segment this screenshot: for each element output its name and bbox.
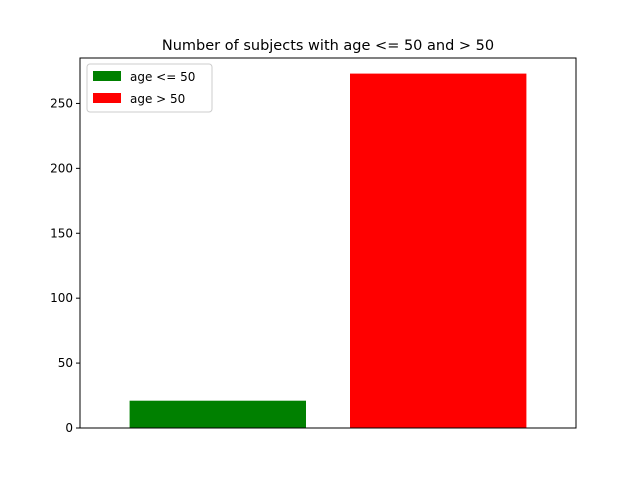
y-tick-label: 100 [50,291,73,305]
bar-age-gt-50 [350,73,527,428]
legend: age <= 50 age > 50 [86,63,213,113]
y-tick-label: 50 [58,356,73,370]
plot-frame [79,57,577,429]
y-tick-label: 250 [50,96,73,110]
y-tick-label: 200 [50,161,73,175]
y-tick-label: 0 [65,421,73,435]
legend-label: age > 50 [130,92,185,106]
legend-swatch [93,71,121,81]
y-axis: 0 50 100 150 200 250 [50,96,80,435]
legend-label: age <= 50 [130,70,195,84]
legend-swatch [93,93,121,103]
chart-title: Number of subjects with age <= 50 and > … [162,38,494,54]
y-tick-label: 150 [50,226,73,240]
bars-layer [129,73,527,428]
bar-age-le-50 [129,400,306,428]
